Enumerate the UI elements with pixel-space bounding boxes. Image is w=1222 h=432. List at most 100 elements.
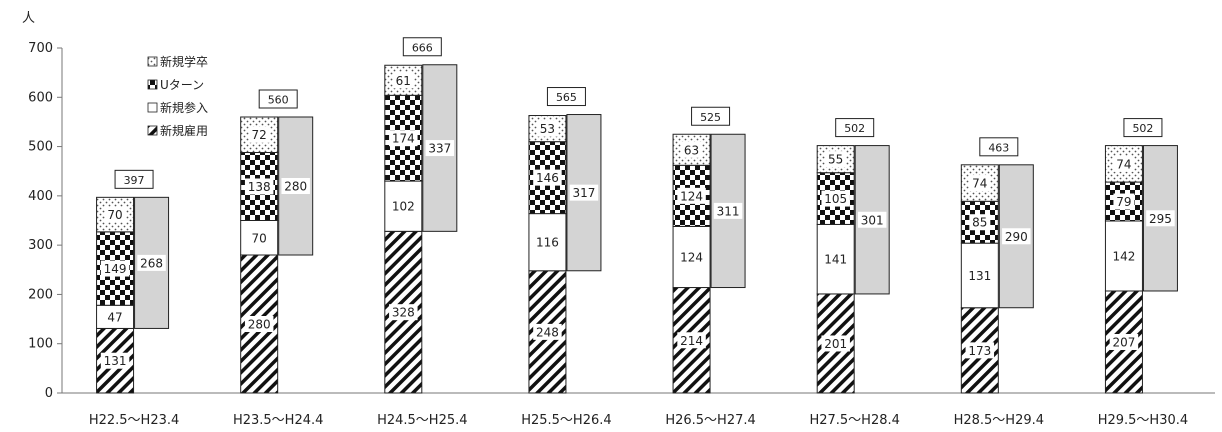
total-box xyxy=(546,87,586,107)
legend-label-u-turn: Uターン xyxy=(160,78,204,92)
total-box xyxy=(1123,118,1163,138)
total-box xyxy=(258,89,298,109)
legend-label-new-hire: 新規雇用 xyxy=(160,123,208,138)
segment-label-bg xyxy=(248,126,270,143)
segment-label-bg xyxy=(969,175,991,192)
side-label-bg xyxy=(1146,210,1175,227)
total-box xyxy=(691,106,731,126)
y-tick-label: 700 xyxy=(28,41,53,56)
segment-label-bg xyxy=(104,206,126,223)
legend-swatch-new-entry xyxy=(147,102,158,113)
segment-label: 248 xyxy=(536,325,559,339)
segment-label: 63 xyxy=(684,143,699,157)
segment-label-bg xyxy=(821,251,850,268)
segment-label-bg xyxy=(244,178,274,195)
x-tick-label: H23.5〜H24.4 xyxy=(233,413,323,428)
bar-group: 280 70 138 72 280 560 xyxy=(240,89,314,394)
segment-label-bg xyxy=(244,316,274,332)
segment-label: 74 xyxy=(972,177,987,191)
total-label: 502 xyxy=(1132,122,1153,135)
x-tick-label: H24.5〜H25.4 xyxy=(377,413,467,428)
total-label: 525 xyxy=(700,111,721,124)
x-tick-label: H25.5〜H26.4 xyxy=(521,413,611,428)
total-label: 560 xyxy=(268,94,289,107)
bar-segment-new-graduates xyxy=(816,145,855,174)
segment-label-bg xyxy=(677,187,706,204)
segment-label-bg xyxy=(389,198,418,215)
segment-label-bg xyxy=(1109,333,1139,350)
segment-label-bg xyxy=(533,234,562,251)
legend-label-new-entry: 新規参入 xyxy=(160,100,208,115)
segment-label: 53 xyxy=(540,122,555,136)
legend-swatch-new-graduates xyxy=(147,56,158,67)
segment-label-bg xyxy=(533,323,562,340)
segment-label: 328 xyxy=(392,306,415,320)
segment-label-bg xyxy=(100,352,130,369)
segment-label-bg xyxy=(969,214,991,231)
segment-label: 74 xyxy=(1116,157,1131,171)
side-label: 268 xyxy=(140,256,163,270)
y-tick-label: 300 xyxy=(28,238,53,253)
segment-label: 174 xyxy=(392,132,415,146)
y-tick-label: 600 xyxy=(28,90,53,105)
segment-label: 280 xyxy=(248,318,271,332)
x-axis: H22.5〜H23.4 H23.5〜H24.4 H24.5〜H25.4 H25.5〜H… xyxy=(62,392,1215,428)
segment-label: 72 xyxy=(252,128,267,142)
side-label-bg xyxy=(1002,228,1031,245)
bar-group: 328 102 174 61 337 666 xyxy=(384,37,458,394)
segment-label-bg xyxy=(1109,247,1139,264)
side-label: 301 xyxy=(861,213,884,227)
side-label-bg xyxy=(569,184,599,201)
segment-label: 79 xyxy=(1116,195,1131,209)
segment-label-bg xyxy=(825,151,847,168)
segment-label: 70 xyxy=(252,231,267,245)
bars: 131 47 149 70 268 397 280 70 138 72 280 560 328 102 17… xyxy=(96,37,1178,394)
segment-label-bg xyxy=(100,260,130,277)
side-label: 295 xyxy=(1149,212,1172,226)
segment-label-bg xyxy=(821,190,850,207)
segment-label: 70 xyxy=(107,208,122,222)
segment-label: 149 xyxy=(104,262,127,276)
x-tick-label: H26.5〜H27.4 xyxy=(665,413,755,428)
y-tick-label: 100 xyxy=(28,337,53,352)
side-label: 311 xyxy=(717,204,740,218)
segment-label: 105 xyxy=(824,192,847,206)
x-tick-label: H22.5〜H23.4 xyxy=(89,413,179,428)
segment-label: 131 xyxy=(104,354,127,368)
bar-segment-new-graduates xyxy=(528,115,567,143)
segment-label: 102 xyxy=(392,200,415,214)
bar-group: 131 47 149 70 268 397 xyxy=(96,169,170,394)
segment-label-bg xyxy=(533,169,562,186)
legend-label-new-graduates: 新規学卒 xyxy=(160,54,208,69)
side-label: 337 xyxy=(428,142,451,156)
total-label: 502 xyxy=(844,122,865,135)
segment-label: 55 xyxy=(828,153,843,167)
segment-label: 47 xyxy=(107,310,122,324)
total-box xyxy=(979,137,1019,157)
legend-swatch-new-hire xyxy=(147,125,158,136)
y-tick-label: 500 xyxy=(28,140,53,155)
segment-label-bg xyxy=(965,267,995,284)
total-label: 666 xyxy=(412,41,433,54)
segment-label: 116 xyxy=(536,236,559,250)
x-tick-label: H27.5〜H28.4 xyxy=(809,413,899,428)
segment-label-bg xyxy=(104,308,126,325)
segment-label-bg xyxy=(677,332,706,349)
y-tick-label: 200 xyxy=(28,287,53,302)
total-label: 565 xyxy=(556,91,577,104)
segment-label: 142 xyxy=(1112,249,1135,263)
segment-label: 207 xyxy=(1112,335,1135,349)
segment-label: 138 xyxy=(248,180,271,194)
side-label-bg xyxy=(137,254,166,271)
side-label: 290 xyxy=(1005,230,1028,244)
segment-label-bg xyxy=(677,248,706,265)
segment-label: 141 xyxy=(824,253,847,267)
bar-group: 207 142 79 74 295 502 xyxy=(1104,118,1178,394)
segment-label-bg xyxy=(965,342,995,359)
total-box xyxy=(835,118,875,138)
y-tick-label: 400 xyxy=(28,189,53,204)
segment-label: 85 xyxy=(972,216,987,230)
y-tick-label: 0 xyxy=(45,386,53,401)
segment-label-bg xyxy=(389,304,418,321)
